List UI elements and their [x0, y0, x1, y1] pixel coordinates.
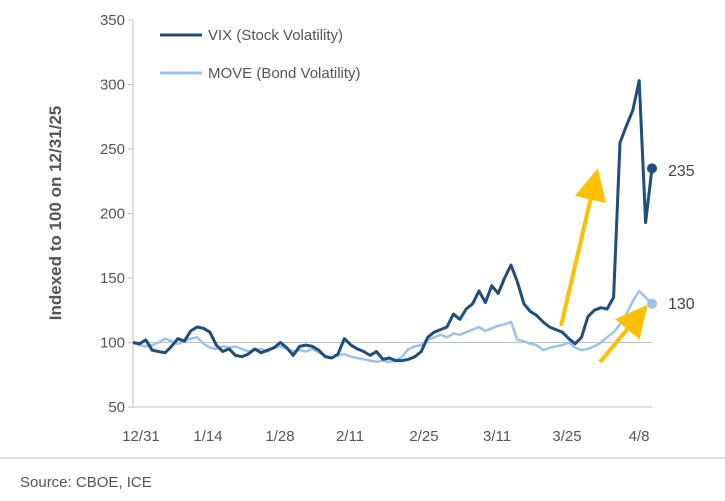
annotation-arrow-vix — [559, 168, 607, 327]
legend-label-vix: VIX (Stock Volatility) — [208, 27, 343, 44]
endpoint-move — [647, 298, 657, 309]
series-line-vix — [132, 79, 654, 363]
series-lines — [132, 79, 657, 364]
legend: VIX (Stock Volatility) MOVE (Bond Volati… — [160, 27, 361, 82]
x-tick-label: 4/8 — [629, 428, 650, 445]
x-tick-label: 1/14 — [193, 428, 222, 445]
y-tick-label: 150 — [100, 270, 125, 287]
y-tick-label: 250 — [100, 141, 125, 158]
end-label-move: 130 — [668, 296, 695, 313]
x-tick-label: 12/31 — [122, 428, 160, 445]
endpoint-vix — [647, 163, 657, 174]
source-note: Source: CBOE, ICE — [20, 474, 152, 491]
y-tick-label: 350 — [100, 12, 125, 29]
end-label-vix: 235 — [668, 163, 695, 180]
y-tick-label: 100 — [100, 335, 125, 352]
x-tick-label: 3/25 — [552, 428, 581, 445]
axes: 50 100 150 200 250 300 350 12/31 1/14 1/28 2/11 2/2… — [100, 12, 652, 445]
y-tick-label: 300 — [100, 77, 125, 94]
annotations — [559, 168, 648, 364]
y-axis-title: Indexed to 100 on 12/31/25 — [46, 106, 65, 320]
annotation-arrow-move — [598, 304, 648, 364]
x-tick-label: 2/11 — [336, 428, 364, 445]
x-tick-label: 3/11 — [483, 428, 511, 445]
x-tick-label: 1/28 — [265, 428, 294, 445]
legend-label-move: MOVE (Bond Volatility) — [208, 65, 361, 82]
y-tick-label: 50 — [108, 399, 125, 416]
x-tick-label: 2/25 — [409, 428, 438, 445]
y-tick-label: 200 — [100, 206, 125, 223]
series-line-move — [132, 289, 653, 364]
